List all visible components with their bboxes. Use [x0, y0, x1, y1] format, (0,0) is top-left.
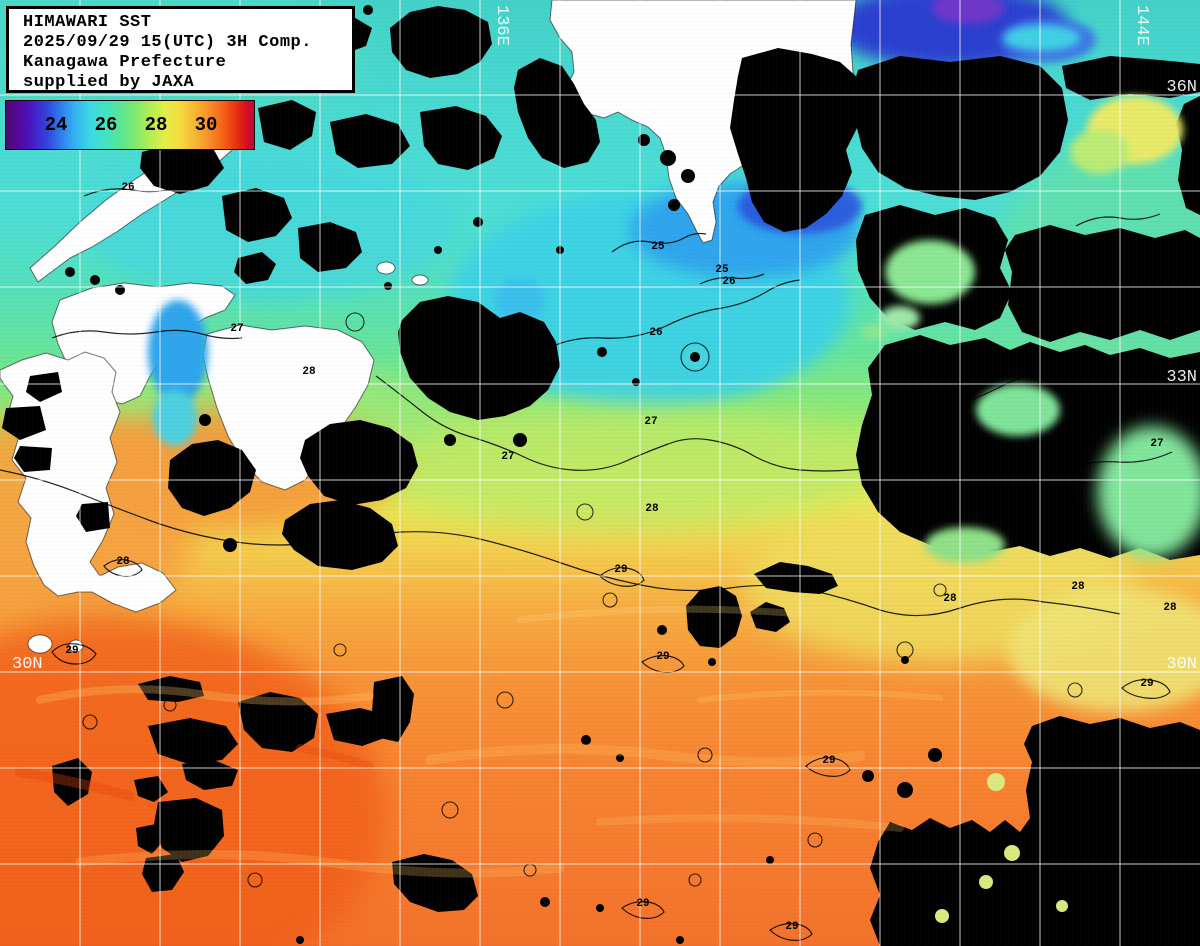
contour-value-label: 28: [943, 593, 957, 605]
coastal-cold-patches: [148, 278, 546, 446]
grid-labels: 136E 144E 36N 33N 30N 30N: [12, 5, 1197, 674]
grid-coordinate-label: 144E: [1132, 5, 1151, 46]
contour-rings: [82, 312, 1083, 888]
colorbar-label-24: 24: [44, 114, 68, 136]
contour-value-label: 25: [651, 241, 665, 253]
contour-value-label: 29: [822, 755, 835, 767]
contour-value-label: 28: [1009, 356, 1023, 368]
contour-value-label: 26: [649, 327, 662, 339]
contour-value-label: 29: [785, 921, 798, 933]
grid-coordinate-label: 30N: [12, 655, 43, 674]
contour-value-label: 27: [230, 323, 243, 335]
contour-value-label: 28: [918, 402, 932, 414]
contour-value-label: 28: [1163, 602, 1177, 614]
contour-value-label: 28: [302, 366, 316, 378]
land-kyushu: [0, 351, 177, 613]
grid-coordinate-label: 136E: [492, 5, 511, 46]
contour-value-label: 27: [931, 453, 944, 465]
grid-coordinate-label: 33N: [1166, 368, 1197, 387]
contour-value-label: 29: [636, 898, 649, 910]
cold-eddy-feature: [680, 342, 710, 372]
cloud-hole-patches: [861, 25, 1200, 923]
colorbar-label-26: 26: [94, 114, 118, 136]
contour-value-label: 28: [1071, 867, 1085, 879]
info-box: HIMAWARI SST 2025/09/29 15(UTC) 3H Comp.…: [6, 6, 355, 93]
colorbar-label-30: 30: [194, 114, 218, 136]
contour-value-label: 26: [722, 276, 735, 288]
land-seto-island4: [411, 274, 429, 286]
contour-value-label: 26: [121, 182, 134, 194]
info-line-datetime: 2025/09/29 15(UTC) 3H Comp.: [23, 33, 312, 52]
contour-value-label: 27: [1150, 438, 1163, 450]
info-line-source: supplied by JAXA: [23, 73, 195, 92]
contour-labels: 2525262626272727272728282828282828282829…: [65, 182, 1177, 933]
contour-value-label: 29: [1140, 678, 1153, 690]
contour-value-label: 27: [501, 451, 514, 463]
contour-value-label: 29: [656, 651, 669, 663]
land-island-south1: [27, 634, 53, 654]
info-line-product: HIMAWARI SST: [23, 13, 152, 32]
contour-value-label: 25: [715, 264, 729, 276]
contour-value-label: 29: [65, 645, 78, 657]
contour-value-label: 28: [645, 503, 659, 515]
grid-coordinate-label: 36N: [1166, 78, 1197, 97]
grid-coordinate-label: 30N: [1166, 655, 1197, 674]
kyushu-bay-specks: [2, 372, 110, 532]
info-line-region: Kanagawa Prefecture: [23, 53, 227, 72]
contour-value-label: 28: [1071, 581, 1085, 593]
contour-layer: [0, 187, 1173, 941]
colorbar: 24 26 28 30: [5, 100, 255, 150]
contour-value-label: 27: [644, 416, 657, 428]
colorbar-label-28: 28: [144, 114, 168, 136]
contour-value-label: 29: [614, 564, 627, 576]
contour-value-label: 28: [116, 556, 130, 568]
land-seto-island3: [376, 261, 396, 275]
